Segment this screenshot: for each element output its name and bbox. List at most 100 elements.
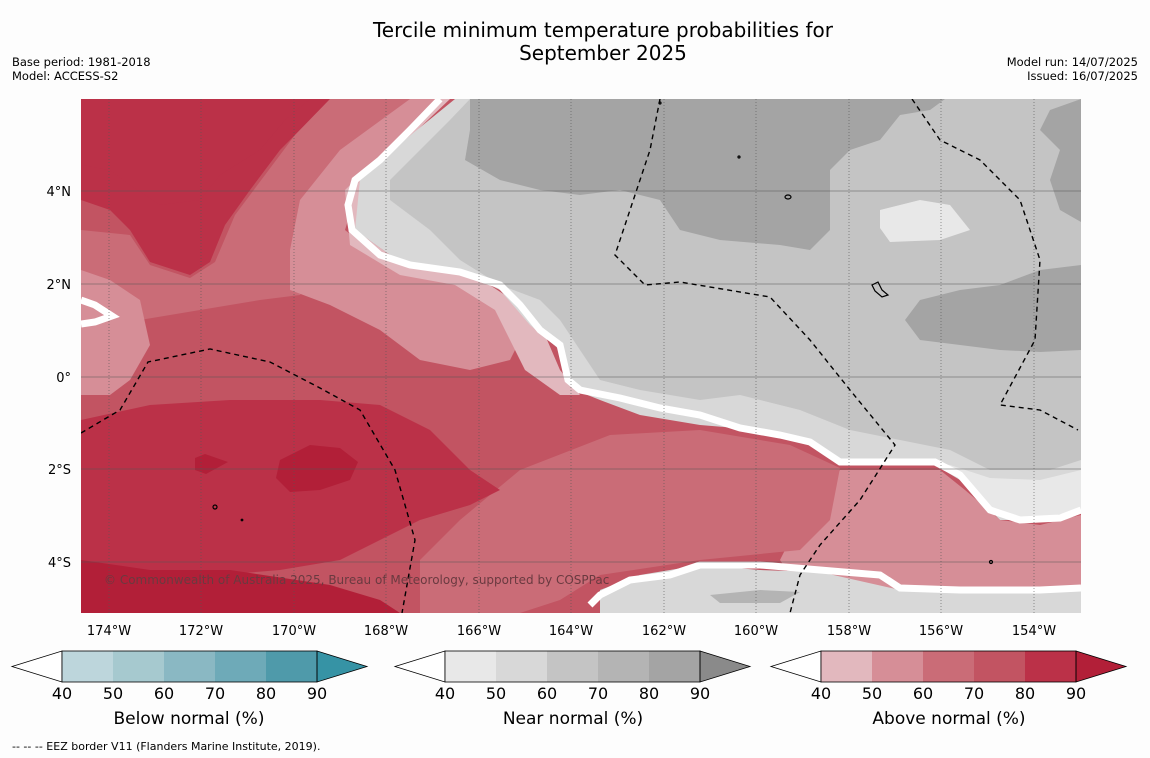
colorbar-tick-label: 40 [811, 684, 831, 703]
colorbar-tick-label: 50 [862, 684, 882, 703]
colorbar-below: 40 50 60 70 80 90 [10, 650, 369, 703]
meta-left: Base period: 1981-2018 Model: ACCESS-S2 [12, 55, 151, 83]
lon-tick-label: 168°W [364, 624, 408, 639]
lon-tick-label: 160°W [734, 624, 778, 639]
colorbar-under-triangle [393, 650, 446, 683]
lat-tick-label: 4°N [47, 185, 72, 200]
colorbar-above: 40 50 60 70 80 90 [769, 650, 1128, 703]
colorbar-tick-label: 60 [537, 684, 557, 703]
above-normal-60-west [81, 270, 150, 395]
lon-tick-label: 174°W [87, 624, 131, 639]
colorbar-tick-label: 50 [486, 684, 506, 703]
colorbar-tick-label: 90 [690, 684, 710, 703]
lon-tick-labels: 174°W 172°W 170°W 168°W 166°W 164°W 162°… [87, 624, 1056, 639]
above-normal-90-sw [81, 560, 400, 613]
colorbar-tick-label: 70 [588, 684, 608, 703]
lat-tick-label: 4°S [48, 556, 71, 571]
colorbar-frame [820, 650, 1077, 683]
above-normal-60-band [290, 99, 520, 370]
colorbar-tick-label: 90 [1066, 684, 1086, 703]
title-line-2: September 2025 [519, 41, 687, 65]
category-boundary [344, 99, 1081, 524]
colorbar-label-below: Below normal (%) [113, 709, 265, 729]
colorbar-tick-label: 60 [154, 684, 174, 703]
above-normal-50-band [345, 99, 580, 395]
colorbar-frame [444, 650, 701, 683]
issued-text: Issued: 16/07/2025 [1027, 69, 1138, 83]
colorbar-segment [974, 651, 1025, 682]
lon-tick-label: 158°W [827, 624, 871, 639]
near-normal-south-dark [710, 590, 800, 603]
colorbar-segment [62, 651, 113, 682]
near-normal-70-a [465, 99, 945, 250]
colorbar-near: 40 50 60 70 80 90 [393, 650, 752, 703]
colorbar-segment [649, 651, 700, 682]
above-normal-90-north [81, 99, 310, 205]
colorbar-tick-label: 70 [205, 684, 225, 703]
colorbar-over-triangle [1075, 650, 1128, 683]
near-normal-50-patch [880, 200, 970, 242]
colorbar-label-above: Above normal (%) [872, 709, 1026, 729]
colorbar-tick-label: 40 [435, 684, 455, 703]
lon-tick-label: 154°W [1012, 624, 1056, 639]
colorbar-segment [164, 651, 215, 682]
colorbar-tick-label: 80 [639, 684, 659, 703]
colorbar-tick-label: 80 [256, 684, 276, 703]
above-normal-90-core [276, 445, 358, 492]
colorbar-tick-label: 50 [103, 684, 123, 703]
lon-tick-label: 172°W [179, 624, 223, 639]
lon-tick-label: 164°W [549, 624, 593, 639]
islands [212, 101, 994, 565]
colorbar-over-triangle [316, 650, 369, 683]
colorbar-segment [547, 651, 598, 682]
base-period-text: Base period: 1981-2018 [12, 55, 151, 69]
meta-right: Model run: 14/07/2025 Issued: 16/07/2025 [1007, 55, 1138, 83]
model-text: Model: ACCESS-S2 [12, 69, 119, 83]
colorbar-under-triangle [769, 650, 822, 683]
near-normal-50-band-south [930, 462, 1081, 518]
copyright-text: © Commonwealth of Australia 2025, Bureau… [104, 573, 609, 587]
model-run-text: Model run: 14/07/2025 [1006, 55, 1138, 69]
above-normal-60-south [420, 430, 840, 613]
eez-footnote: -- -- -- EEZ border V11 (Flanders Marine… [12, 740, 321, 753]
colorbar-segment [821, 651, 872, 682]
lat-tick-labels: 4°N 2°N 0° 2°S 4°S [47, 185, 72, 571]
lat-tick-label: 0° [56, 371, 71, 386]
chart-title: Tercile minimum temperature probabilitie… [300, 19, 906, 65]
category-boundary-west [81, 296, 120, 328]
colorbar-label-near: Near normal (%) [502, 709, 644, 729]
eez-borders [81, 99, 1079, 613]
colorbar-tick-label: 90 [307, 684, 327, 703]
colorbar-frame [61, 650, 318, 683]
lon-tick-label: 170°W [272, 624, 316, 639]
colorbar-segment [923, 651, 974, 682]
above-normal-80-south [81, 400, 500, 585]
colorbar-segment [1025, 651, 1076, 682]
colorbars: 40 50 60 70 80 90 40 50 60 70 80 90 40 50 60 70 80 90 [10, 650, 1128, 703]
colorbar-segment [266, 651, 317, 682]
near-normal-70-b [905, 265, 1081, 352]
colorbar-segment [872, 651, 923, 682]
graticule [81, 99, 1081, 613]
colorbar-segment [496, 651, 547, 682]
colorbar-over-triangle [699, 650, 752, 683]
colorbar-under-triangle [10, 650, 63, 683]
colorbar-tick-label: 70 [964, 684, 984, 703]
lon-tick-label: 156°W [919, 624, 963, 639]
lat-tick-label: 2°N [47, 278, 72, 293]
colorbar-tick-label: 40 [52, 684, 72, 703]
above-normal-70-band [81, 99, 410, 330]
colorbar-tick-label: 80 [1015, 684, 1035, 703]
colorbar-segment [445, 651, 496, 682]
colorbar-tick-label: 60 [913, 684, 933, 703]
colorbar-segment [215, 651, 266, 682]
title-line-1: Tercile minimum temperature probabilitie… [372, 18, 834, 42]
colorbar-segment [598, 651, 649, 682]
category-boundary-south [587, 561, 1081, 608]
map-fields [81, 99, 1081, 613]
lon-tick-label: 162°W [642, 624, 686, 639]
lon-tick-label: 166°W [457, 624, 501, 639]
colorbar-segment [113, 651, 164, 682]
lat-tick-label: 2°S [48, 463, 71, 478]
